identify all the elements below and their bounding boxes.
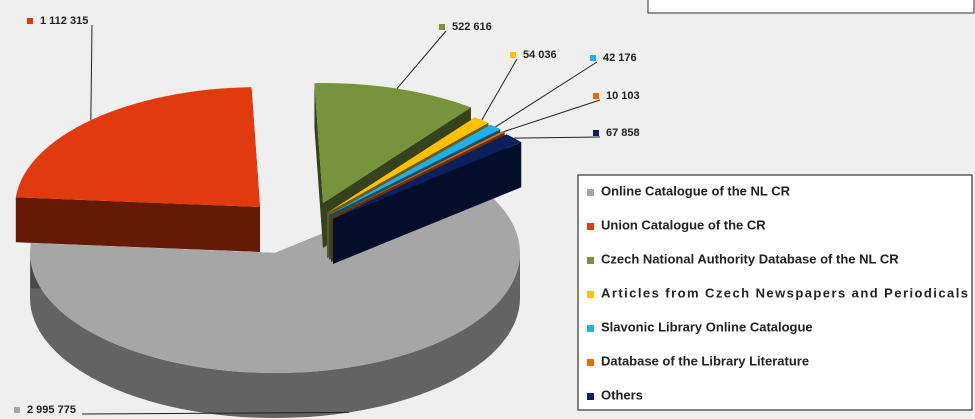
legend-label: Online Catalogue of the NL CR [601, 183, 791, 198]
label-marker [439, 24, 445, 30]
data-label: 2 995 775 [27, 404, 76, 416]
leader-line [481, 58, 518, 121]
slice [15, 87, 261, 253]
leader-line [514, 136, 601, 139]
legend: Online Catalogue of the NL CR Union Catal… [587, 183, 968, 402]
legend-box [577, 174, 973, 411]
leader-line [81, 411, 349, 415]
data-label: 67 858 [606, 127, 640, 139]
legend-marker [587, 223, 594, 230]
label-marker [593, 130, 599, 136]
data-label: 522 616 [452, 21, 492, 33]
legend-label: Union Catalogue of the CR [601, 217, 766, 232]
data-label: 10 103 [606, 90, 640, 102]
slice-face [15, 197, 261, 252]
legend-label: Others [601, 387, 643, 402]
leader-line [90, 24, 93, 121]
label-marker [510, 52, 516, 58]
slice-top [15, 87, 261, 207]
data-labels: 2 995 775 1 112 315 522 616 54 036 42 176 10 … [14, 15, 640, 416]
slice-face [333, 142, 522, 264]
slice-top [331, 131, 505, 217]
legend-label: Database of the Library Literature [601, 353, 809, 368]
legend-marker [587, 325, 594, 332]
slice [333, 134, 522, 264]
legend-marker [587, 189, 594, 196]
slice-top [327, 117, 489, 213]
data-label: 42 176 [603, 52, 637, 64]
legend-marker [587, 393, 594, 400]
title-box [647, 0, 975, 14]
leader-line [396, 30, 447, 89]
legend-label: Slavonic Library Online Catalogue [601, 319, 813, 334]
legend-label: Articles from Czech Newspapers and Perio… [601, 285, 968, 300]
data-label: 54 036 [523, 49, 557, 61]
label-marker [14, 407, 20, 413]
slice-side [30, 253, 520, 418]
slice-top [329, 124, 501, 215]
leader-line [503, 99, 601, 133]
data-label: 1 112 315 [40, 15, 88, 27]
slice-top [333, 134, 522, 219]
slice-face [314, 83, 323, 249]
slice-top [314, 82, 471, 203]
legend-label: Czech National Authority Database of the… [601, 251, 899, 266]
label-marker [27, 18, 33, 24]
leader-line [495, 61, 598, 128]
legend-marker [587, 257, 594, 264]
pie [15, 82, 522, 418]
legend-marker [587, 291, 594, 298]
label-marker [590, 55, 596, 61]
legend-marker [587, 359, 594, 366]
label-marker [593, 93, 599, 99]
